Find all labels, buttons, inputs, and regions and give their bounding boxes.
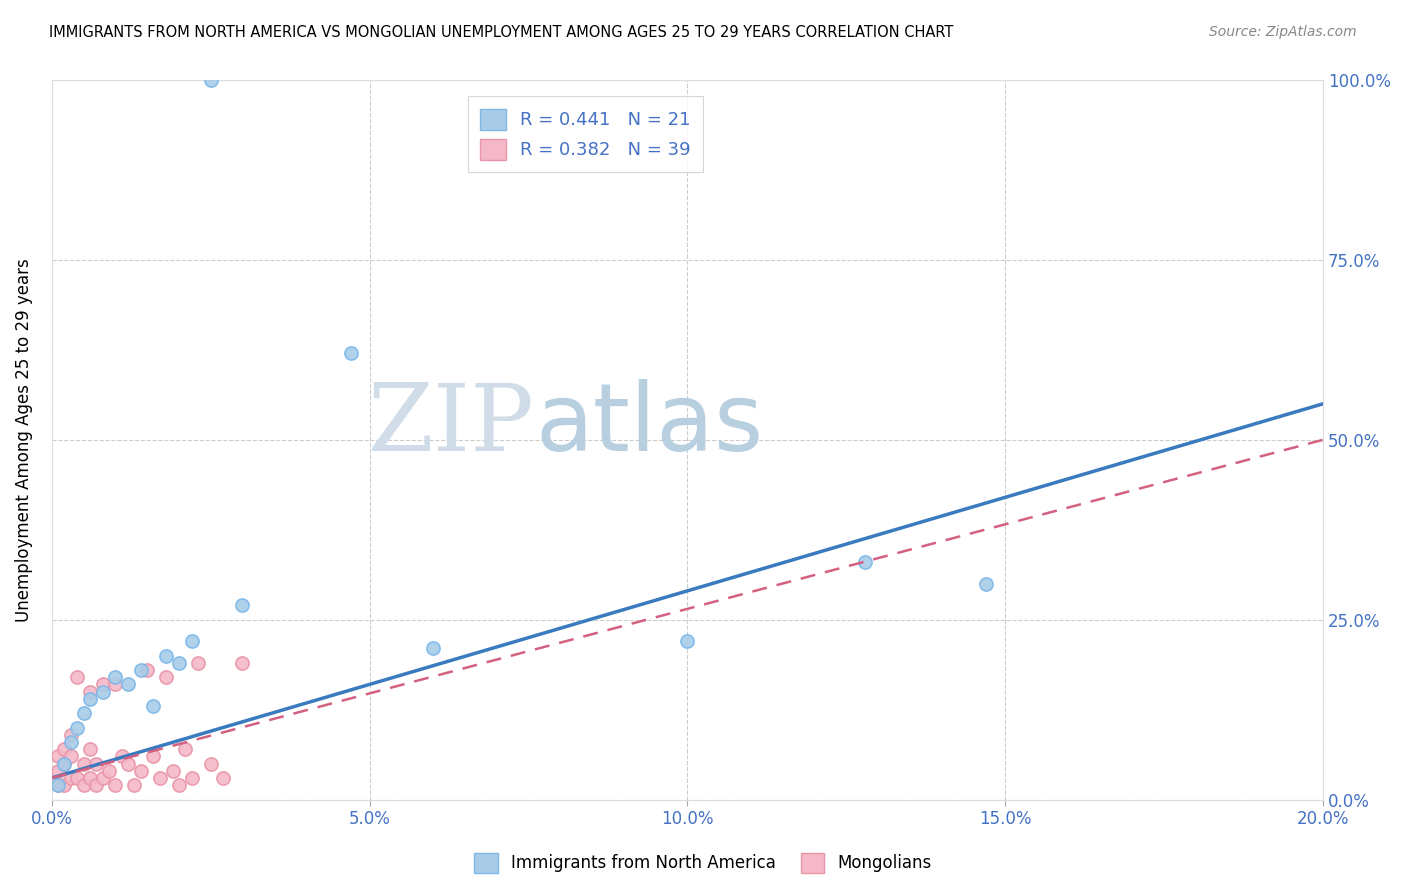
Point [155,670,177,684]
Point [59,771,82,785]
Point [200,73,222,87]
Point [91,771,114,785]
Point [66,771,89,785]
Point [53,778,76,792]
Point [855,555,877,569]
Point [46,764,69,778]
Point [167,778,190,792]
Point [46,749,69,764]
Point [111,749,134,764]
Point [66,721,89,735]
Point [142,749,165,764]
Point [91,677,114,691]
Text: atlas: atlas [534,379,763,471]
Point [129,663,152,677]
Point [79,771,101,785]
Point [676,634,699,648]
Point [149,771,172,785]
Point [59,735,82,749]
Point [174,742,197,756]
Point [136,663,159,677]
Point [187,656,209,670]
Point [117,677,139,691]
Point [79,691,101,706]
Point [53,756,76,771]
Point [59,749,82,764]
Point [46,778,69,792]
Point [91,684,114,698]
Point [974,576,997,591]
Point [162,764,184,778]
Point [124,778,146,792]
Point [142,698,165,713]
Y-axis label: Unemployment Among Ages 25 to 29 years: Unemployment Among Ages 25 to 29 years [15,258,32,622]
Legend: Immigrants from North America, Mongolians: Immigrants from North America, Mongolian… [468,847,938,880]
Point [59,728,82,742]
Point [422,641,444,656]
Point [167,656,190,670]
Legend: R = 0.441   N = 21, R = 0.382   N = 39: R = 0.441 N = 21, R = 0.382 N = 39 [468,96,703,172]
Point [79,684,101,698]
Point [104,677,127,691]
Point [104,778,127,792]
Point [46,778,69,792]
Point [180,771,202,785]
Point [104,670,127,684]
Text: Source: ZipAtlas.com: Source: ZipAtlas.com [1209,25,1357,39]
Point [129,764,152,778]
Point [72,706,94,721]
Point [155,648,177,663]
Point [72,778,94,792]
Point [180,634,202,648]
Point [117,756,139,771]
Point [84,756,107,771]
Point [339,346,361,360]
Point [200,756,222,771]
Point [97,764,120,778]
Point [84,778,107,792]
Point [231,656,253,670]
Point [231,599,253,613]
Point [53,756,76,771]
Text: IMMIGRANTS FROM NORTH AMERICA VS MONGOLIAN UNEMPLOYMENT AMONG AGES 25 TO 29 YEAR: IMMIGRANTS FROM NORTH AMERICA VS MONGOLI… [49,25,953,40]
Point [72,756,94,771]
Point [79,742,101,756]
Point [53,742,76,756]
Point [66,670,89,684]
Point [212,771,235,785]
Text: ZIP: ZIP [368,380,534,470]
